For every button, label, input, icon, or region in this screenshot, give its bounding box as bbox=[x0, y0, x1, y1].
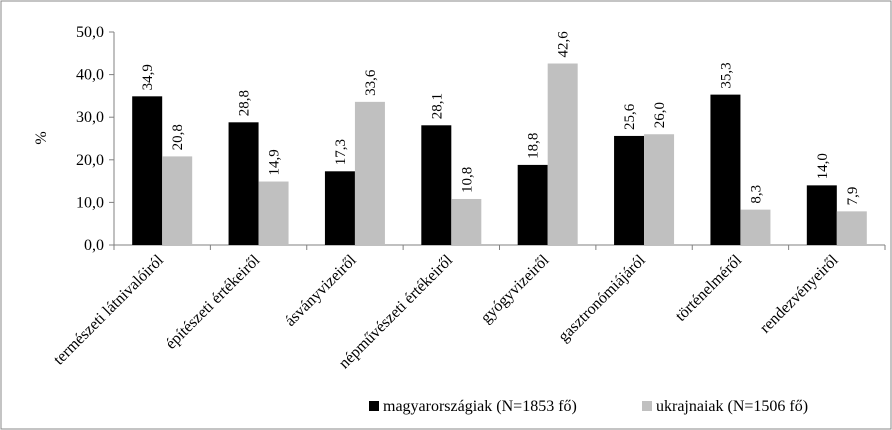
data-label: 18,8 bbox=[526, 133, 542, 159]
data-label: 7,9 bbox=[845, 187, 861, 206]
data-label: 28,1 bbox=[429, 93, 445, 119]
bar-ukrajnaiak bbox=[547, 63, 578, 245]
bars bbox=[132, 63, 867, 246]
data-label: 20,8 bbox=[170, 124, 186, 150]
bar-magyarorszagiak bbox=[324, 171, 355, 245]
y-tick-label: 40,0 bbox=[76, 67, 104, 84]
data-label: 8,3 bbox=[748, 185, 764, 204]
y-tick-label: 20,0 bbox=[76, 152, 104, 169]
data-label: 35,3 bbox=[718, 62, 734, 88]
y-tick-label: 0,0 bbox=[84, 237, 104, 254]
data-label: 14,0 bbox=[815, 153, 831, 179]
bar-ukrajnaiak bbox=[354, 101, 385, 245]
data-label: 10,8 bbox=[459, 167, 475, 193]
y-tick-label: 30,0 bbox=[76, 109, 104, 126]
data-label: 17,3 bbox=[333, 139, 349, 165]
y-axis-label: % bbox=[33, 131, 50, 144]
data-label: 25,6 bbox=[622, 103, 638, 130]
bar-magyarorszagiak bbox=[132, 96, 163, 246]
bar-magyarorszagiak bbox=[614, 135, 645, 245]
bar-ukrajnaiak bbox=[258, 181, 289, 245]
y-tick-label: 10,0 bbox=[76, 194, 104, 211]
bar-magyarorszagiak bbox=[806, 185, 837, 245]
bar-ukrajnaiak bbox=[644, 134, 675, 245]
bar-magyarorszagiak bbox=[421, 125, 452, 245]
legend-swatch-magyarorszagiak bbox=[369, 401, 379, 411]
bar-ukrajnaiak bbox=[451, 198, 482, 245]
y-tick-label: 50,0 bbox=[76, 24, 104, 41]
legend: magyarországiak (N=1853 fő) ukrajnaiak (N… bbox=[369, 398, 808, 415]
data-label: 42,6 bbox=[556, 31, 572, 58]
bar-ukrajnaiak bbox=[836, 211, 867, 245]
legend-label-ukrajnaiak: ukrajnaiak (N=1506 fő) bbox=[656, 398, 808, 415]
bar-ukrajnaiak bbox=[740, 209, 771, 245]
bar-magyarorszagiak bbox=[710, 94, 741, 245]
bar-ukrajnaiak bbox=[162, 156, 193, 245]
bar-magyarorszagiak bbox=[228, 122, 259, 245]
legend-swatch-ukrajnaiak bbox=[642, 401, 652, 411]
data-label: 14,9 bbox=[267, 149, 283, 175]
legend-label-magyarorszagiak: magyarországiak (N=1853 fő) bbox=[383, 398, 577, 415]
data-labels: 34,9 20,8 28,8 14,9 17,3 33,6 28,1 10,8 18,8 42,6… bbox=[140, 31, 861, 206]
data-label: 33,6 bbox=[363, 69, 379, 96]
data-label: 34,9 bbox=[140, 64, 156, 90]
data-label: 26,0 bbox=[652, 102, 668, 128]
data-label: 28,8 bbox=[237, 90, 253, 116]
bar-magyarorszagiak bbox=[517, 164, 548, 245]
